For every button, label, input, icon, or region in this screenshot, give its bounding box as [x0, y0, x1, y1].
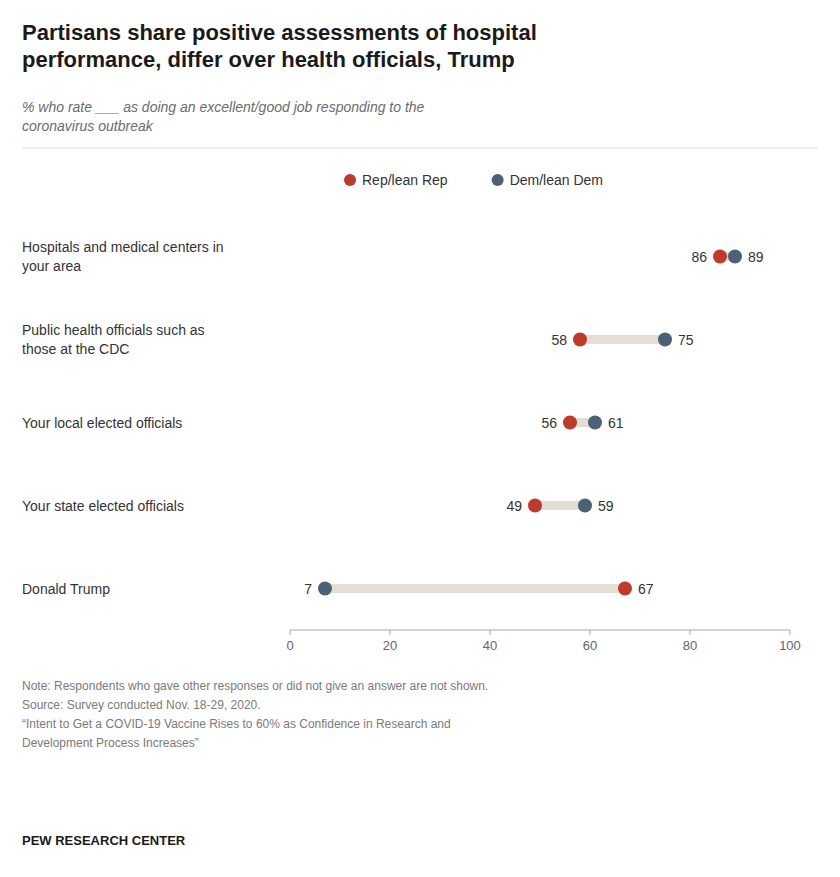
text-line: Partisans share positive assessments of … [22, 20, 537, 45]
text-line: Note: Respondents who gave other respons… [22, 679, 488, 693]
source: PEW RESEARCH CENTER [22, 833, 186, 848]
x-tick [590, 630, 591, 635]
text-line: Development Process Increases” [22, 736, 199, 750]
legend: Rep/lean Rep Dem/lean Dem [344, 172, 603, 188]
dot [618, 582, 632, 596]
text-line: Hospitals and medical centers in [22, 239, 224, 255]
x-axis-line [290, 630, 790, 631]
data-label: 75 [678, 332, 694, 348]
data-labels: 86 89 58 75 56 61 49 59 7 67 [304, 249, 764, 597]
category-label: Donald Trump [22, 581, 110, 597]
text-line: Public health officials such as [22, 322, 205, 338]
legend-marker [344, 174, 356, 186]
note: Note: Respondents who gave other respons… [22, 679, 488, 750]
x-tick [790, 630, 791, 635]
category-label: Your state elected officials [22, 498, 184, 514]
connector [535, 501, 585, 510]
x-tick [390, 630, 391, 635]
data-label: 67 [638, 581, 654, 597]
data-label: 58 [551, 332, 567, 348]
legend-marker [492, 174, 504, 186]
x-tick [290, 630, 291, 635]
dot [658, 333, 672, 347]
data-label: 56 [541, 415, 557, 431]
x-tick-label: 40 [483, 638, 497, 653]
category-label: Hospitals and medical centers in your are… [22, 239, 224, 274]
dot [713, 250, 727, 264]
data-label: 86 [691, 249, 707, 265]
data-label: 7 [304, 581, 312, 597]
x-tick-label: 80 [683, 638, 697, 653]
chart-svg: Partisans share positive assessments of … [0, 0, 840, 877]
text-line: performance, differ over health official… [22, 47, 515, 72]
text-line: Your local elected officials [22, 415, 182, 431]
subtitle: % who rate ___ as doing an excellent/goo… [22, 99, 425, 134]
text-line: PEW RESEARCH CENTER [22, 833, 186, 848]
legend-label: Rep/lean Rep [362, 172, 448, 188]
text-line: coronavirus outbreak [22, 118, 154, 134]
category-label: Your local elected officials [22, 415, 182, 431]
x-tick [490, 630, 491, 635]
text-line: “Intent to Get a COVID-19 Vaccine Rises … [22, 717, 451, 731]
x-axis: 0 20 40 60 80 100 [286, 630, 800, 653]
dot [318, 582, 332, 596]
dot [728, 250, 742, 264]
text-line: % who rate ___ as doing an excellent/goo… [22, 99, 425, 115]
chart-container: Partisans share positive assessments of … [0, 0, 840, 877]
connector [580, 335, 665, 344]
text-line: Your state elected officials [22, 498, 184, 514]
x-tick [690, 630, 691, 635]
text-line: those at the CDC [22, 341, 129, 357]
dot [588, 416, 602, 430]
title: Partisans share positive assessments of … [22, 20, 537, 72]
x-tick-label: 60 [583, 638, 597, 653]
dot [573, 333, 587, 347]
x-tick-label: 0 [286, 638, 293, 653]
data-label: 49 [506, 498, 522, 514]
dot [578, 499, 592, 513]
dot [563, 416, 577, 430]
text-line: Donald Trump [22, 581, 110, 597]
data-label: 61 [608, 415, 624, 431]
dot [528, 499, 542, 513]
data-label: 89 [748, 249, 764, 265]
text-line: Source: Survey conducted Nov. 18-29, 202… [22, 698, 261, 712]
data-label: 59 [598, 498, 614, 514]
background [0, 0, 840, 877]
marks [318, 250, 742, 596]
category-label: Public health officials such as those at … [22, 322, 205, 357]
connector [325, 584, 625, 593]
x-tick-label: 20 [383, 638, 397, 653]
divider [22, 148, 818, 149]
text-line: your area [22, 258, 81, 274]
x-tick-label: 100 [779, 638, 801, 653]
legend-label: Dem/lean Dem [510, 172, 603, 188]
